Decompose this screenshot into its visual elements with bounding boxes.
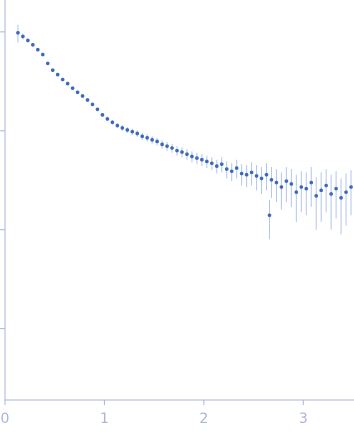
point <box>304 186 309 191</box>
point <box>130 129 135 134</box>
point <box>244 172 249 177</box>
point <box>110 120 115 125</box>
point <box>299 185 304 189</box>
point <box>344 190 348 194</box>
point <box>180 150 184 154</box>
point <box>234 166 239 170</box>
point <box>175 148 179 153</box>
point <box>150 138 154 142</box>
point <box>309 180 314 185</box>
point <box>95 107 100 112</box>
point <box>40 52 45 57</box>
point <box>26 38 30 43</box>
point <box>254 174 259 178</box>
point <box>269 177 274 182</box>
point <box>259 176 264 181</box>
point <box>60 77 65 82</box>
point <box>229 169 234 174</box>
point <box>21 34 25 39</box>
point <box>224 167 229 171</box>
point <box>200 157 204 162</box>
point <box>239 171 244 176</box>
point <box>319 188 323 193</box>
point <box>160 142 164 147</box>
point <box>274 180 279 185</box>
point <box>90 102 95 107</box>
point <box>205 159 209 164</box>
point <box>31 43 35 47</box>
point <box>249 170 254 175</box>
point <box>100 113 105 117</box>
point <box>339 196 343 200</box>
point <box>185 152 189 157</box>
point <box>219 162 224 166</box>
x-tick-label: 0 <box>1 411 10 427</box>
point <box>50 68 55 72</box>
point <box>329 192 333 196</box>
point <box>65 81 70 86</box>
point <box>267 213 272 218</box>
point <box>75 90 80 95</box>
point <box>125 128 130 132</box>
point <box>145 135 149 140</box>
point <box>210 161 214 166</box>
point <box>115 123 120 128</box>
point <box>190 154 194 159</box>
point <box>70 86 75 90</box>
point <box>349 185 353 189</box>
point <box>170 146 174 150</box>
point <box>120 126 125 130</box>
point <box>135 131 140 136</box>
point <box>289 182 294 186</box>
point <box>314 194 319 198</box>
point <box>140 134 145 139</box>
x-tick-label: 3 <box>299 411 308 427</box>
point <box>16 30 20 35</box>
point <box>324 183 328 188</box>
point <box>165 144 169 148</box>
x-tick-label: 2 <box>199 411 208 427</box>
point <box>85 98 90 102</box>
point <box>36 47 40 52</box>
point <box>105 117 110 121</box>
point <box>264 172 269 177</box>
point <box>155 139 159 144</box>
point <box>214 164 219 168</box>
point <box>294 190 299 194</box>
x-tick-label: 1 <box>100 411 109 427</box>
point <box>279 185 284 189</box>
point <box>55 72 60 77</box>
point <box>45 61 50 66</box>
point <box>334 186 338 191</box>
point <box>80 94 85 98</box>
point <box>284 179 289 183</box>
point <box>195 156 199 160</box>
